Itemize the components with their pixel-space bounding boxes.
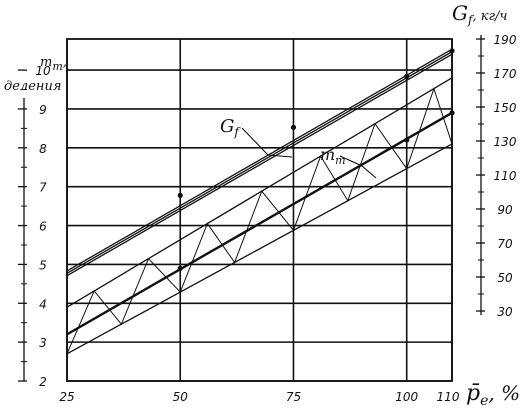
x-tick-label: 110 <box>437 390 460 404</box>
series-label-gf: Gf <box>220 116 241 139</box>
x-tick-label: 25 <box>59 390 74 404</box>
right-tick-label: 150 <box>494 101 517 115</box>
plot-frame <box>66 38 453 382</box>
svg-text:Gf: Gf <box>220 116 241 139</box>
data-point-gf <box>177 192 183 198</box>
right-tick-label: 50 <box>497 271 513 285</box>
left-axis-title: mт, деления <box>4 55 67 94</box>
svg-text:mт: mт <box>320 145 346 167</box>
left-tick-label: 6 <box>39 220 47 234</box>
right-tick-label: 70 <box>497 237 513 251</box>
right-tick-label: 90 <box>497 203 513 217</box>
series-line-gf <box>66 48 453 272</box>
series-line-mt <box>66 143 453 355</box>
series-line-gf <box>66 51 453 274</box>
left-tick-label: 3 <box>39 336 47 350</box>
x-tick-label: 75 <box>286 390 301 404</box>
left-tick-label: 4 <box>39 297 47 311</box>
series-line-mt <box>66 77 453 308</box>
label-leaders <box>241 127 377 179</box>
left-tick-label: 8 <box>39 142 47 156</box>
gf-leader <box>241 127 293 158</box>
series-label-mt: mт <box>320 145 346 167</box>
axes <box>18 35 485 382</box>
series-line-gf <box>66 53 453 277</box>
grid <box>66 39 453 382</box>
left-tick-label: 2 <box>39 375 47 389</box>
right-tick-label: 190 <box>494 33 517 47</box>
left-tick-label: 10 <box>35 64 51 78</box>
mt-leader <box>339 155 377 179</box>
right-axis-title: Gf, кг/ч <box>452 1 508 27</box>
right-tick-label: 170 <box>494 67 517 81</box>
series-line-mt <box>66 111 453 336</box>
tick-labels: 2 3 4 5 6 7 8 9 10 30 50 70 90 110 130 150 170 190 25 50 75 1… <box>35 33 516 404</box>
band-zigzag <box>66 87 453 354</box>
data-point-mt <box>404 137 410 143</box>
right-tick-label: 30 <box>497 305 513 319</box>
svg-text:деления: деления <box>4 79 61 94</box>
svg-text:mт,: mт, <box>40 55 67 73</box>
x-tick-label: 100 <box>395 390 418 404</box>
data-point-gf <box>404 73 410 79</box>
left-tick-label: 9 <box>39 103 47 117</box>
x-axis-title: p̄e, % <box>466 381 520 409</box>
series-lines <box>66 48 453 355</box>
right-tick-label: 110 <box>494 169 517 183</box>
left-tick-label: 7 <box>39 181 47 195</box>
band-hatching <box>66 87 453 354</box>
right-tick-label: 130 <box>494 135 517 149</box>
series-markers <box>177 48 455 271</box>
left-tick-label: 5 <box>39 258 47 272</box>
x-tick-label: 50 <box>173 390 189 404</box>
data-point-mt <box>177 265 183 271</box>
data-point-gf <box>290 124 297 130</box>
